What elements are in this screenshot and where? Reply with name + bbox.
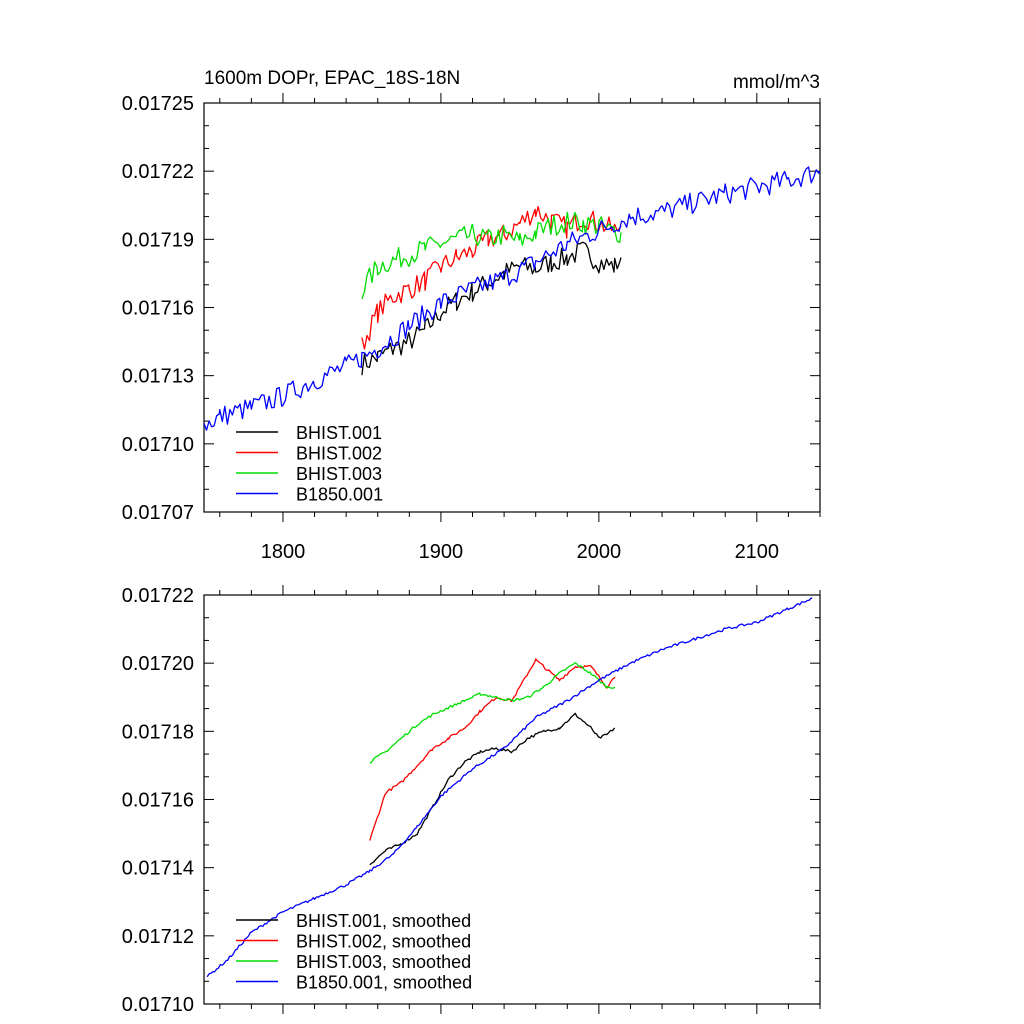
bottom-y-tick-label: 0.01722 [122, 585, 194, 607]
top-legend-label: B1850.001 [296, 485, 383, 505]
top-series-line-4 [203, 166, 821, 431]
top-y-tick-label: 0.01707 [122, 502, 194, 524]
bottom-legend-label: B1850.001, smoothed [296, 973, 472, 993]
top-x-tick-label: 1900 [419, 541, 464, 563]
bottom-y-tick-label: 0.01718 [122, 721, 194, 743]
bottom-series-line-1 [369, 712, 616, 866]
top-y-tick-label: 0.01719 [122, 229, 194, 251]
bottom-y-tick-label: 0.01712 [122, 926, 194, 948]
bottom-panel: 0.01722 0.01720 0.01718 0.01716 0.01714 0.017… [122, 585, 821, 1016]
top-legend-label: BHIST.001 [296, 423, 382, 443]
bottom-series-line-2 [369, 658, 616, 841]
top-series-line-3 [361, 211, 622, 300]
top-chart-title: 1600m DOPr, EPAC_18S-18N [204, 68, 460, 89]
bottom-y-tick-label: 0.01710 [122, 994, 194, 1016]
bottom-y-tick-label: 0.01716 [122, 790, 194, 812]
top-panel: 1600m DOPr, EPAC_18S-18N mmol/m^3 0.0172… [122, 68, 821, 563]
top-legend-label: BHIST.003 [296, 464, 382, 484]
top-chart-units: mmol/m^3 [733, 72, 820, 93]
top-y-tick-label: 0.01716 [122, 298, 194, 320]
bottom-legend-label: BHIST.002, smoothed [296, 932, 471, 952]
top-y-tick-label: 0.01710 [122, 434, 194, 456]
bottom-series-line-3 [369, 661, 616, 764]
top-y-tick-label: 0.01722 [122, 161, 194, 183]
bottom-legend-label: BHIST.003, smoothed [296, 952, 471, 972]
top-x-tick-label: 2100 [735, 541, 780, 563]
top-y-tick-label: 0.01713 [122, 366, 194, 388]
bottom-y-tick-label: 0.01720 [122, 653, 194, 675]
top-x-tick-label: 2000 [577, 541, 622, 563]
top-legend-label: BHIST.002 [296, 444, 382, 464]
top-y-tick-label: 0.01725 [122, 93, 194, 115]
bottom-series-line-4 [206, 597, 813, 978]
bottom-y-tick-label: 0.01714 [122, 858, 194, 880]
bottom-legend-label: BHIST.001, smoothed [296, 911, 471, 931]
top-x-tick-label: 1800 [261, 541, 306, 563]
